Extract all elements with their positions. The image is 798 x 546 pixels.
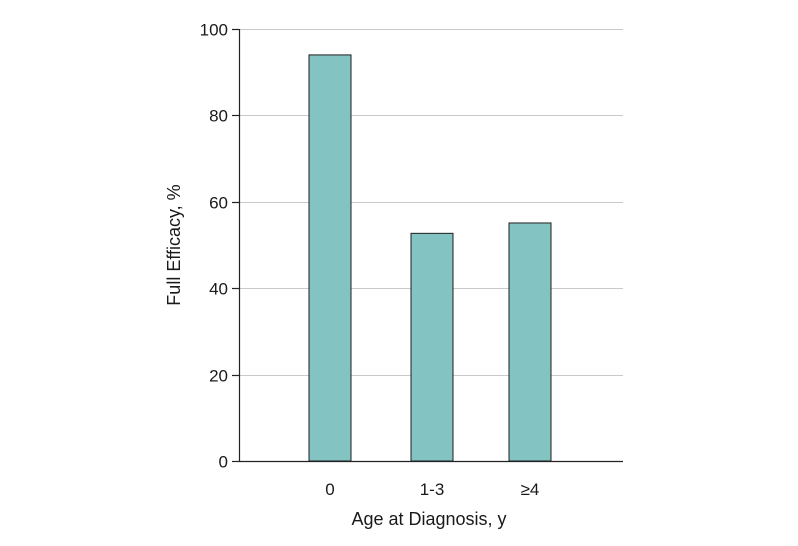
x-tick-label: 0 [325, 480, 334, 499]
x-axis-ticks: 0 1-3 ≥4 [325, 480, 539, 499]
x-tick-label: ≥4 [521, 480, 540, 499]
bar-1 [410, 232, 454, 462]
y-tick-label: 0 [219, 453, 228, 472]
y-tick-label: 20 [209, 367, 228, 386]
gridlines [239, 29, 623, 376]
y-axis-title: Full Efficacy, % [164, 184, 184, 305]
x-tick-label: 1-3 [420, 480, 445, 499]
axes [238, 29, 623, 463]
x-axis-title: Age at Diagnosis, y [351, 509, 506, 529]
y-axis-ticks: 0 20 40 60 80 100 [200, 21, 239, 472]
y-tick-label: 100 [200, 21, 228, 40]
y-tick-label: 40 [209, 280, 228, 299]
y-tick-label: 60 [209, 194, 228, 213]
y-tick-label: 80 [209, 107, 228, 126]
bars [308, 54, 552, 462]
bar-0 [308, 54, 352, 462]
bar-2 [508, 222, 552, 462]
